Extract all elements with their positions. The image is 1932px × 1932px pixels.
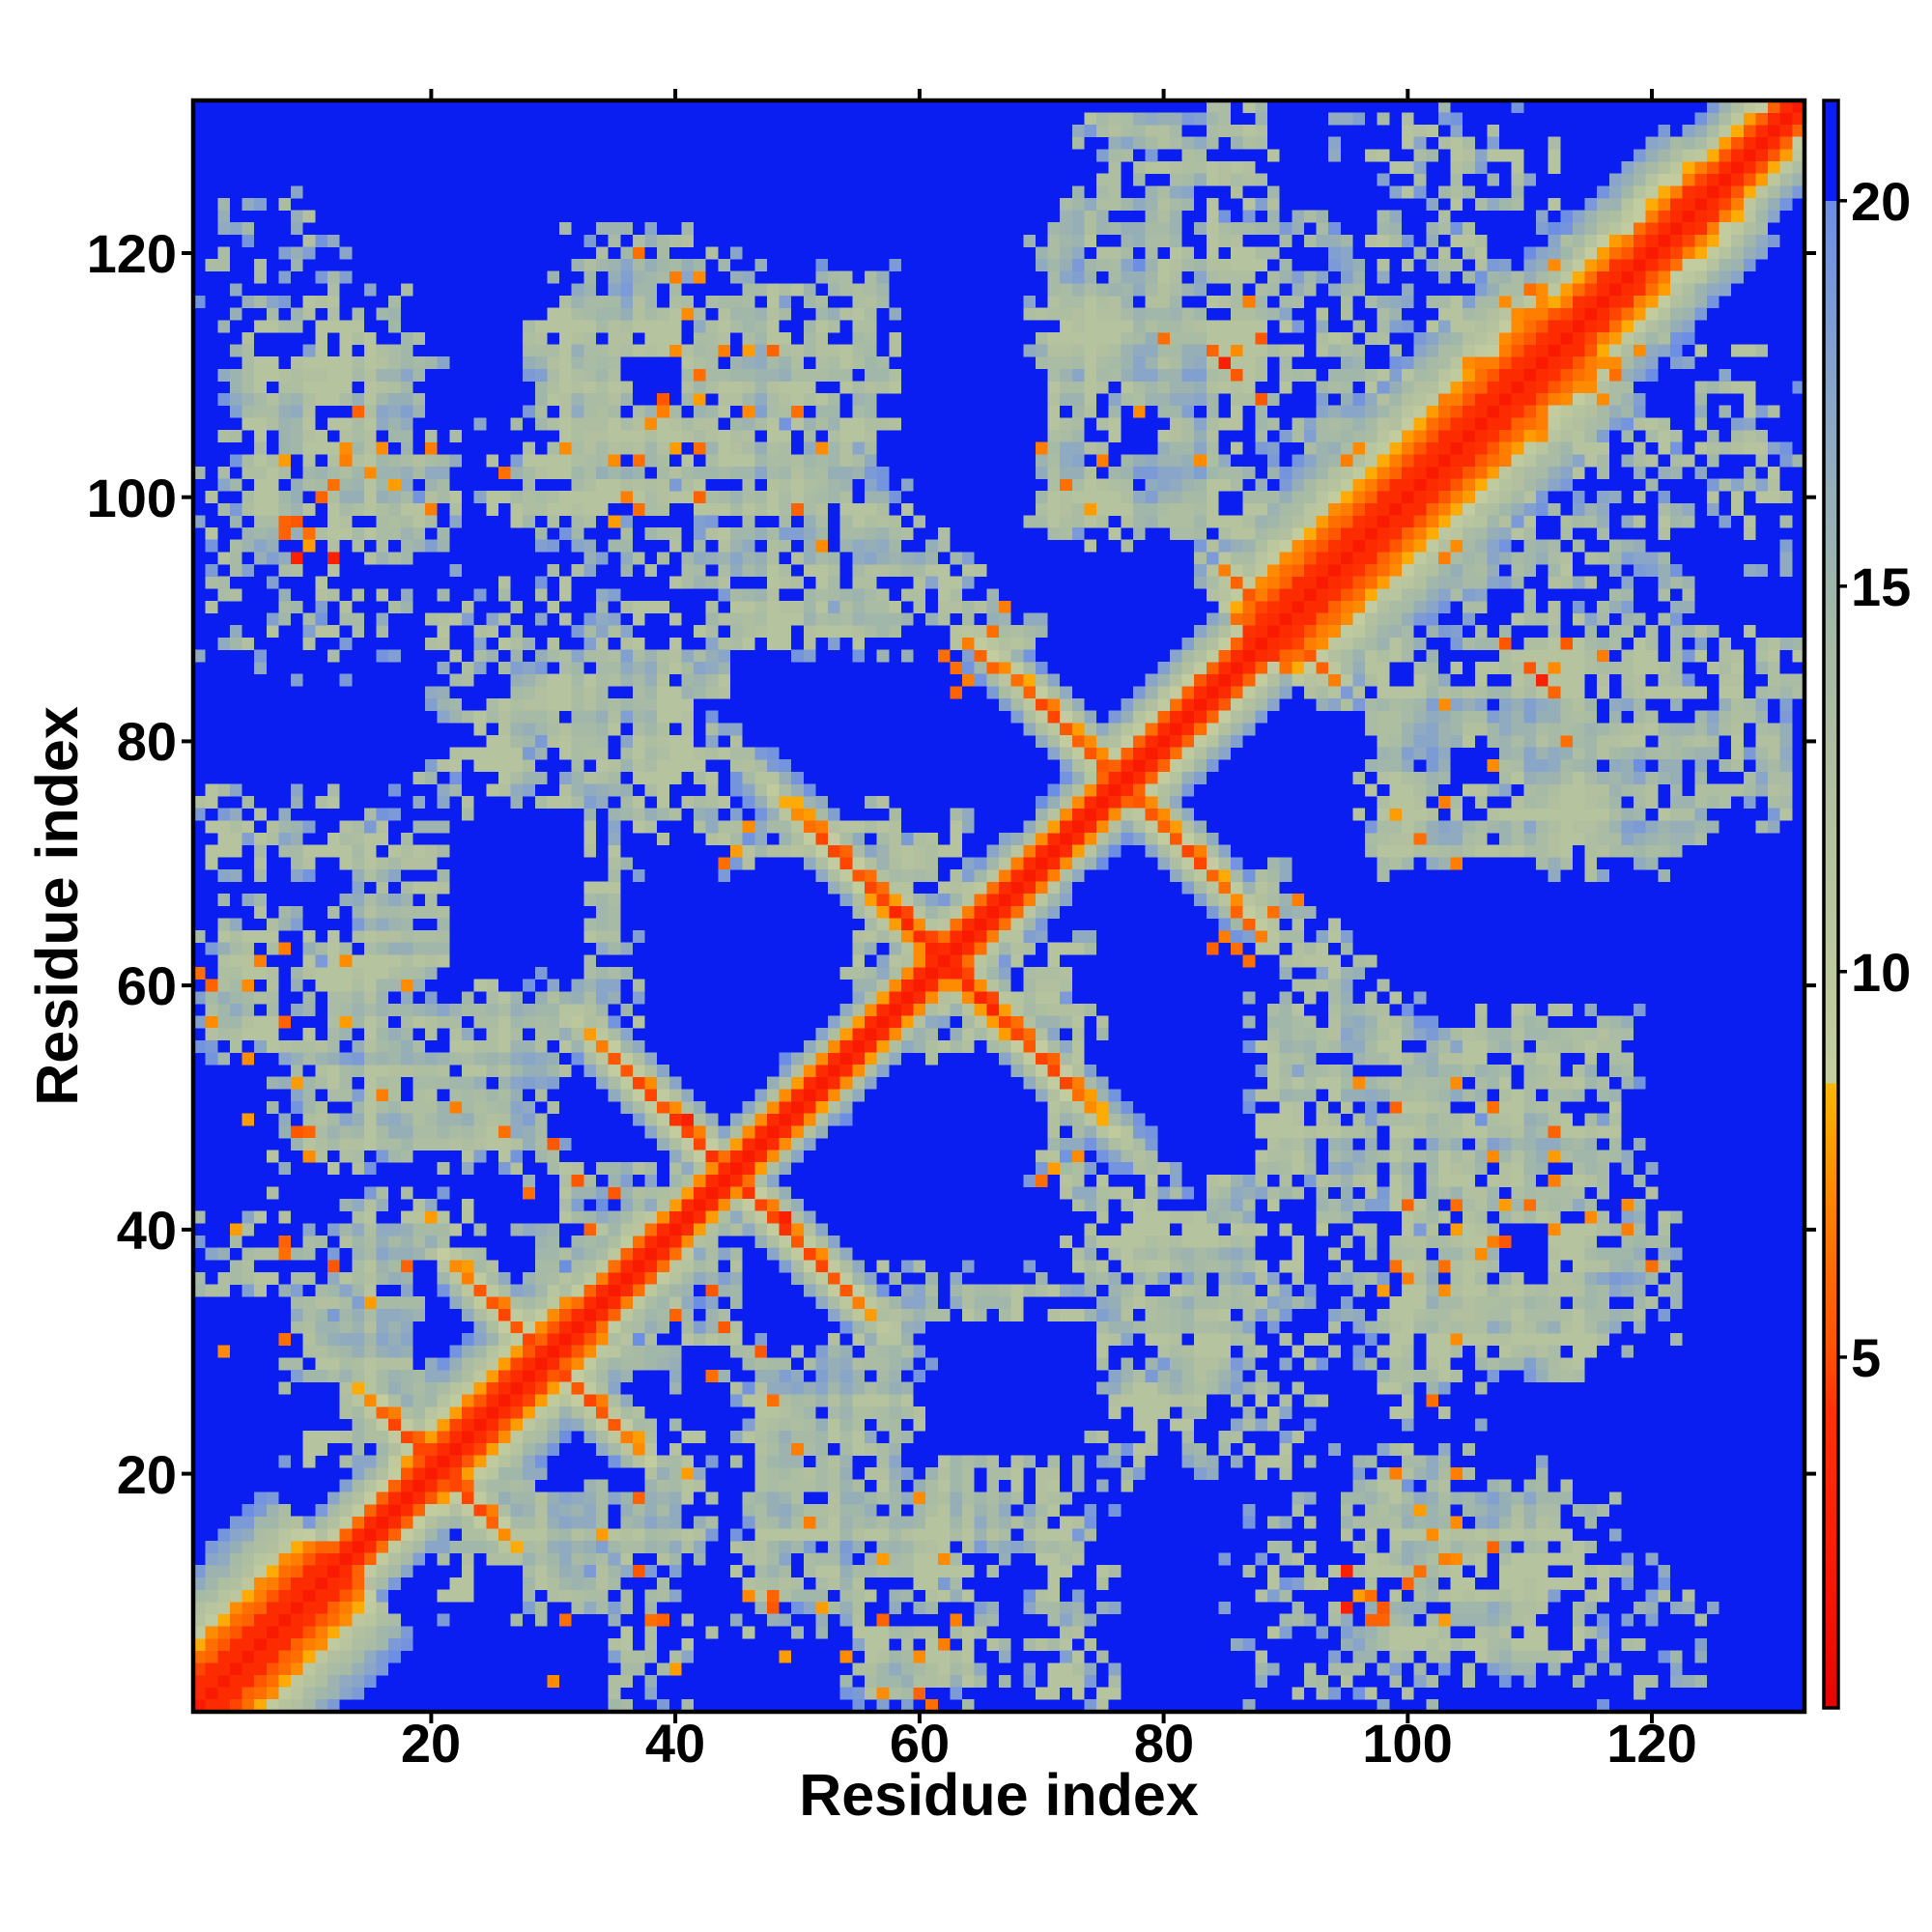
svg-text:60: 60 [890, 1713, 950, 1774]
svg-text:80: 80 [1134, 1713, 1194, 1774]
svg-text:5: 5 [1851, 1327, 1881, 1388]
svg-text:80: 80 [117, 711, 177, 772]
svg-text:Residue index: Residue index [799, 1762, 1199, 1828]
svg-text:Residue index: Residue index [24, 706, 90, 1106]
svg-text:100: 100 [1362, 1713, 1452, 1774]
svg-text:60: 60 [117, 955, 177, 1016]
svg-text:40: 40 [117, 1200, 177, 1261]
svg-text:20: 20 [1851, 171, 1911, 232]
svg-text:100: 100 [87, 468, 177, 528]
svg-text:20: 20 [117, 1444, 177, 1505]
svg-text:120: 120 [1606, 1713, 1696, 1774]
svg-text:10: 10 [1851, 942, 1911, 1003]
svg-text:40: 40 [645, 1713, 705, 1774]
svg-text:15: 15 [1851, 556, 1911, 617]
svg-text:20: 20 [401, 1713, 461, 1774]
svg-text:120: 120 [87, 223, 177, 284]
